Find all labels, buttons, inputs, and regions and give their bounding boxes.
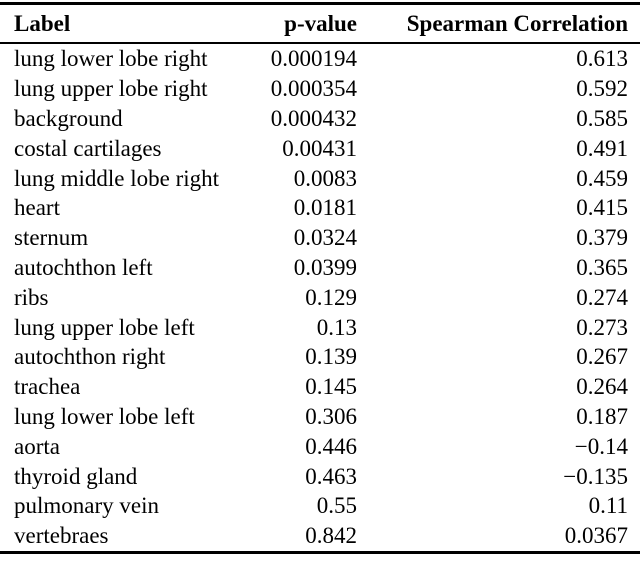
row-label: sternum bbox=[14, 225, 89, 251]
row-spearman-correlation: 0.592 bbox=[576, 76, 628, 102]
table-row: lung upper lobe left 0.13 0.273 bbox=[0, 312, 640, 342]
row-spearman-correlation: 0.379 bbox=[576, 225, 628, 251]
row-label: ribs bbox=[14, 284, 49, 310]
row-p-value: 0.129 bbox=[305, 284, 357, 310]
row-label: trachea bbox=[14, 374, 81, 400]
table-row: lung lower lobe left 0.306 0.187 bbox=[0, 402, 640, 432]
row-label: lung middle lobe right bbox=[14, 165, 220, 191]
row-spearman-correlation: 0.415 bbox=[576, 195, 628, 221]
table-row: ribs 0.129 0.274 bbox=[0, 282, 640, 312]
row-p-value: 0.842 bbox=[305, 523, 357, 549]
row-p-value: 0.0083 bbox=[293, 165, 357, 191]
row-label: heart bbox=[14, 195, 60, 221]
table-header: Label p-value Spearman Correlation bbox=[0, 4, 640, 43]
table-body: lung lower lobe right 0.000194 0.613 lun… bbox=[0, 43, 640, 552]
row-label: lung upper lobe right bbox=[14, 76, 208, 102]
row-spearman-correlation: 0.459 bbox=[576, 165, 628, 191]
row-p-value: 0.000432 bbox=[270, 105, 357, 131]
row-spearman-correlation: −0.14 bbox=[574, 433, 628, 459]
table-row: autochthon left 0.0399 0.365 bbox=[0, 253, 640, 283]
table-row: lung middle lobe right 0.0083 0.459 bbox=[0, 163, 640, 193]
table-row: sternum 0.0324 0.379 bbox=[0, 223, 640, 253]
table-row: lung lower lobe right 0.000194 0.613 bbox=[0, 43, 640, 74]
row-spearman-correlation: 0.491 bbox=[576, 135, 628, 161]
row-p-value: 0.306 bbox=[305, 403, 357, 429]
col-header-label: Label bbox=[14, 10, 71, 36]
table-row: trachea 0.145 0.264 bbox=[0, 372, 640, 402]
row-p-value: 0.000354 bbox=[270, 76, 357, 102]
row-label: thyroid gland bbox=[14, 463, 138, 489]
row-label: lung lower lobe right bbox=[14, 46, 208, 72]
row-p-value: 0.139 bbox=[305, 344, 357, 370]
col-header-spearman-correlation: Spearman Correlation bbox=[406, 10, 628, 36]
row-label: background bbox=[14, 105, 123, 131]
row-label: aorta bbox=[14, 433, 60, 459]
row-p-value: 0.145 bbox=[305, 374, 357, 400]
table-row: heart 0.0181 0.415 bbox=[0, 193, 640, 223]
row-label: vertebraes bbox=[14, 523, 109, 549]
row-spearman-correlation: 0.274 bbox=[576, 284, 628, 310]
header-row: Label p-value Spearman Correlation bbox=[0, 4, 640, 43]
row-p-value: 0.000194 bbox=[270, 46, 357, 72]
table-row: aorta 0.446 −0.14 bbox=[0, 431, 640, 461]
row-spearman-correlation: 0.613 bbox=[576, 46, 628, 72]
row-spearman-correlation: 0.264 bbox=[576, 374, 628, 400]
row-p-value: 0.0324 bbox=[293, 225, 357, 251]
row-p-value: 0.0399 bbox=[293, 254, 357, 280]
table-row: background 0.000432 0.585 bbox=[0, 104, 640, 134]
col-header-p-value: p-value bbox=[284, 10, 357, 36]
row-spearman-correlation: 0.0367 bbox=[564, 523, 628, 549]
row-label: costal cartilages bbox=[14, 135, 162, 161]
row-spearman-correlation: 0.267 bbox=[576, 344, 628, 370]
row-p-value: 0.446 bbox=[305, 433, 357, 459]
row-p-value: 0.463 bbox=[305, 463, 357, 489]
row-p-value: 0.55 bbox=[316, 493, 357, 519]
row-label: autochthon right bbox=[14, 344, 166, 370]
table-row: pulmonary vein 0.55 0.11 bbox=[0, 491, 640, 521]
row-spearman-correlation: 0.365 bbox=[576, 254, 628, 280]
table-row: thyroid gland 0.463 −0.135 bbox=[0, 461, 640, 491]
table-row: vertebraes 0.842 0.0367 bbox=[0, 521, 640, 552]
table-row: lung upper lobe right 0.000354 0.592 bbox=[0, 74, 640, 104]
row-spearman-correlation: 0.187 bbox=[576, 403, 628, 429]
row-spearman-correlation: 0.273 bbox=[576, 314, 628, 340]
row-label: pulmonary vein bbox=[14, 493, 159, 519]
row-label: autochthon left bbox=[14, 254, 153, 280]
row-spearman-correlation: 0.11 bbox=[588, 493, 628, 519]
table-row: costal cartilages 0.00431 0.491 bbox=[0, 133, 640, 163]
row-p-value: 0.0181 bbox=[293, 195, 357, 221]
row-label: lung upper lobe left bbox=[14, 314, 195, 340]
row-label: lung lower lobe left bbox=[14, 403, 195, 429]
row-spearman-correlation: −0.135 bbox=[563, 463, 628, 489]
table-row: autochthon right 0.139 0.267 bbox=[0, 342, 640, 372]
row-p-value: 0.00431 bbox=[282, 135, 357, 161]
row-p-value: 0.13 bbox=[316, 314, 357, 340]
row-spearman-correlation: 0.585 bbox=[576, 105, 628, 131]
